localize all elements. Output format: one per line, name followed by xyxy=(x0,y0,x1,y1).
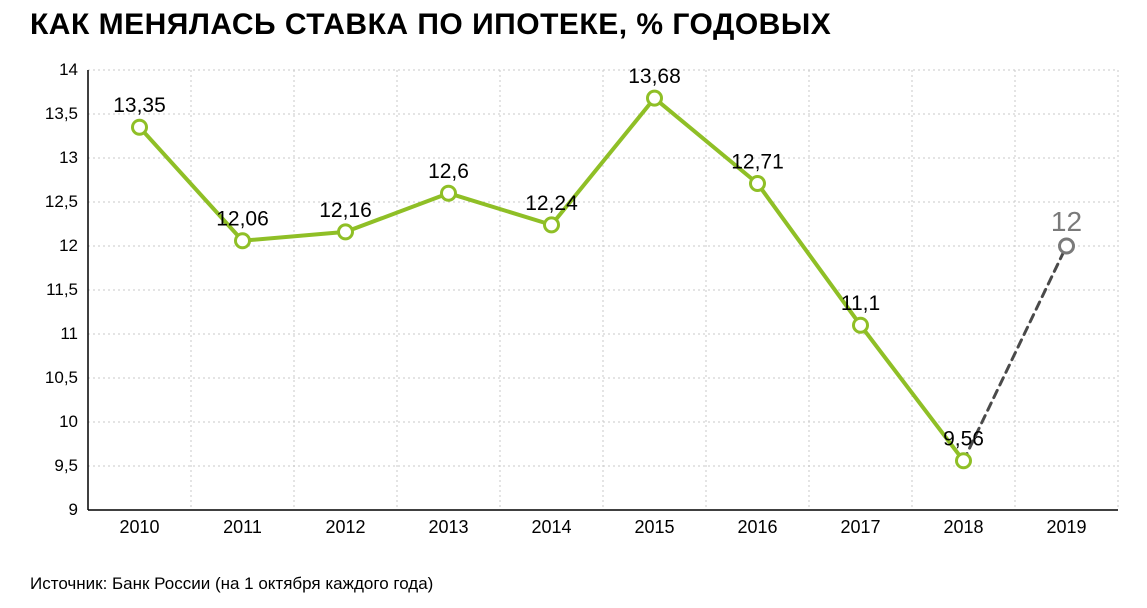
svg-text:2013: 2013 xyxy=(428,517,468,537)
chart-title: КАК МЕНЯЛАСЬ СТАВКА ПО ИПОТЕКЕ, % ГОДОВЫ… xyxy=(30,8,831,42)
svg-text:2017: 2017 xyxy=(840,517,880,537)
svg-text:12,6: 12,6 xyxy=(428,160,469,183)
svg-text:2018: 2018 xyxy=(943,517,983,537)
svg-text:12,06: 12,06 xyxy=(216,208,269,231)
svg-text:9,56: 9,56 xyxy=(943,428,984,451)
chart-svg: 9 9,5 10 10,5 11 11,5 12 12,5 13 13,5 14 2010 2011 20… xyxy=(30,60,1125,540)
svg-text:11,5: 11,5 xyxy=(46,280,78,299)
svg-text:12,16: 12,16 xyxy=(319,199,372,222)
svg-text:13,5: 13,5 xyxy=(45,104,78,123)
svg-text:10,5: 10,5 xyxy=(45,368,78,387)
svg-text:9: 9 xyxy=(69,500,78,519)
svg-text:12,5: 12,5 xyxy=(45,192,78,211)
svg-text:12,24: 12,24 xyxy=(525,192,578,215)
chart-source: Источник: Банк России (на 1 октября кажд… xyxy=(30,574,433,594)
svg-text:12: 12 xyxy=(1051,206,1082,237)
svg-text:9,5: 9,5 xyxy=(54,456,78,475)
svg-text:12: 12 xyxy=(59,236,78,255)
svg-text:12,71: 12,71 xyxy=(731,151,784,174)
chart-area: 9 9,5 10 10,5 11 11,5 12 12,5 13 13,5 14 2010 2011 20… xyxy=(30,60,1125,540)
svg-text:2014: 2014 xyxy=(531,517,571,537)
svg-text:14: 14 xyxy=(59,60,78,79)
svg-text:10: 10 xyxy=(59,412,78,431)
svg-text:13,35: 13,35 xyxy=(113,94,166,117)
svg-text:13,68: 13,68 xyxy=(628,65,681,88)
svg-text:2016: 2016 xyxy=(737,517,777,537)
svg-text:13: 13 xyxy=(59,148,78,167)
svg-text:11,1: 11,1 xyxy=(841,292,880,315)
svg-text:2015: 2015 xyxy=(634,517,674,537)
svg-text:2019: 2019 xyxy=(1046,517,1086,537)
svg-text:2010: 2010 xyxy=(119,517,159,537)
svg-text:11: 11 xyxy=(60,324,78,343)
chart-container: КАК МЕНЯЛАСЬ СТАВКА ПО ИПОТЕКЕ, % ГОДОВЫ… xyxy=(0,0,1147,608)
svg-text:2011: 2011 xyxy=(223,517,262,537)
svg-text:2012: 2012 xyxy=(325,517,365,537)
